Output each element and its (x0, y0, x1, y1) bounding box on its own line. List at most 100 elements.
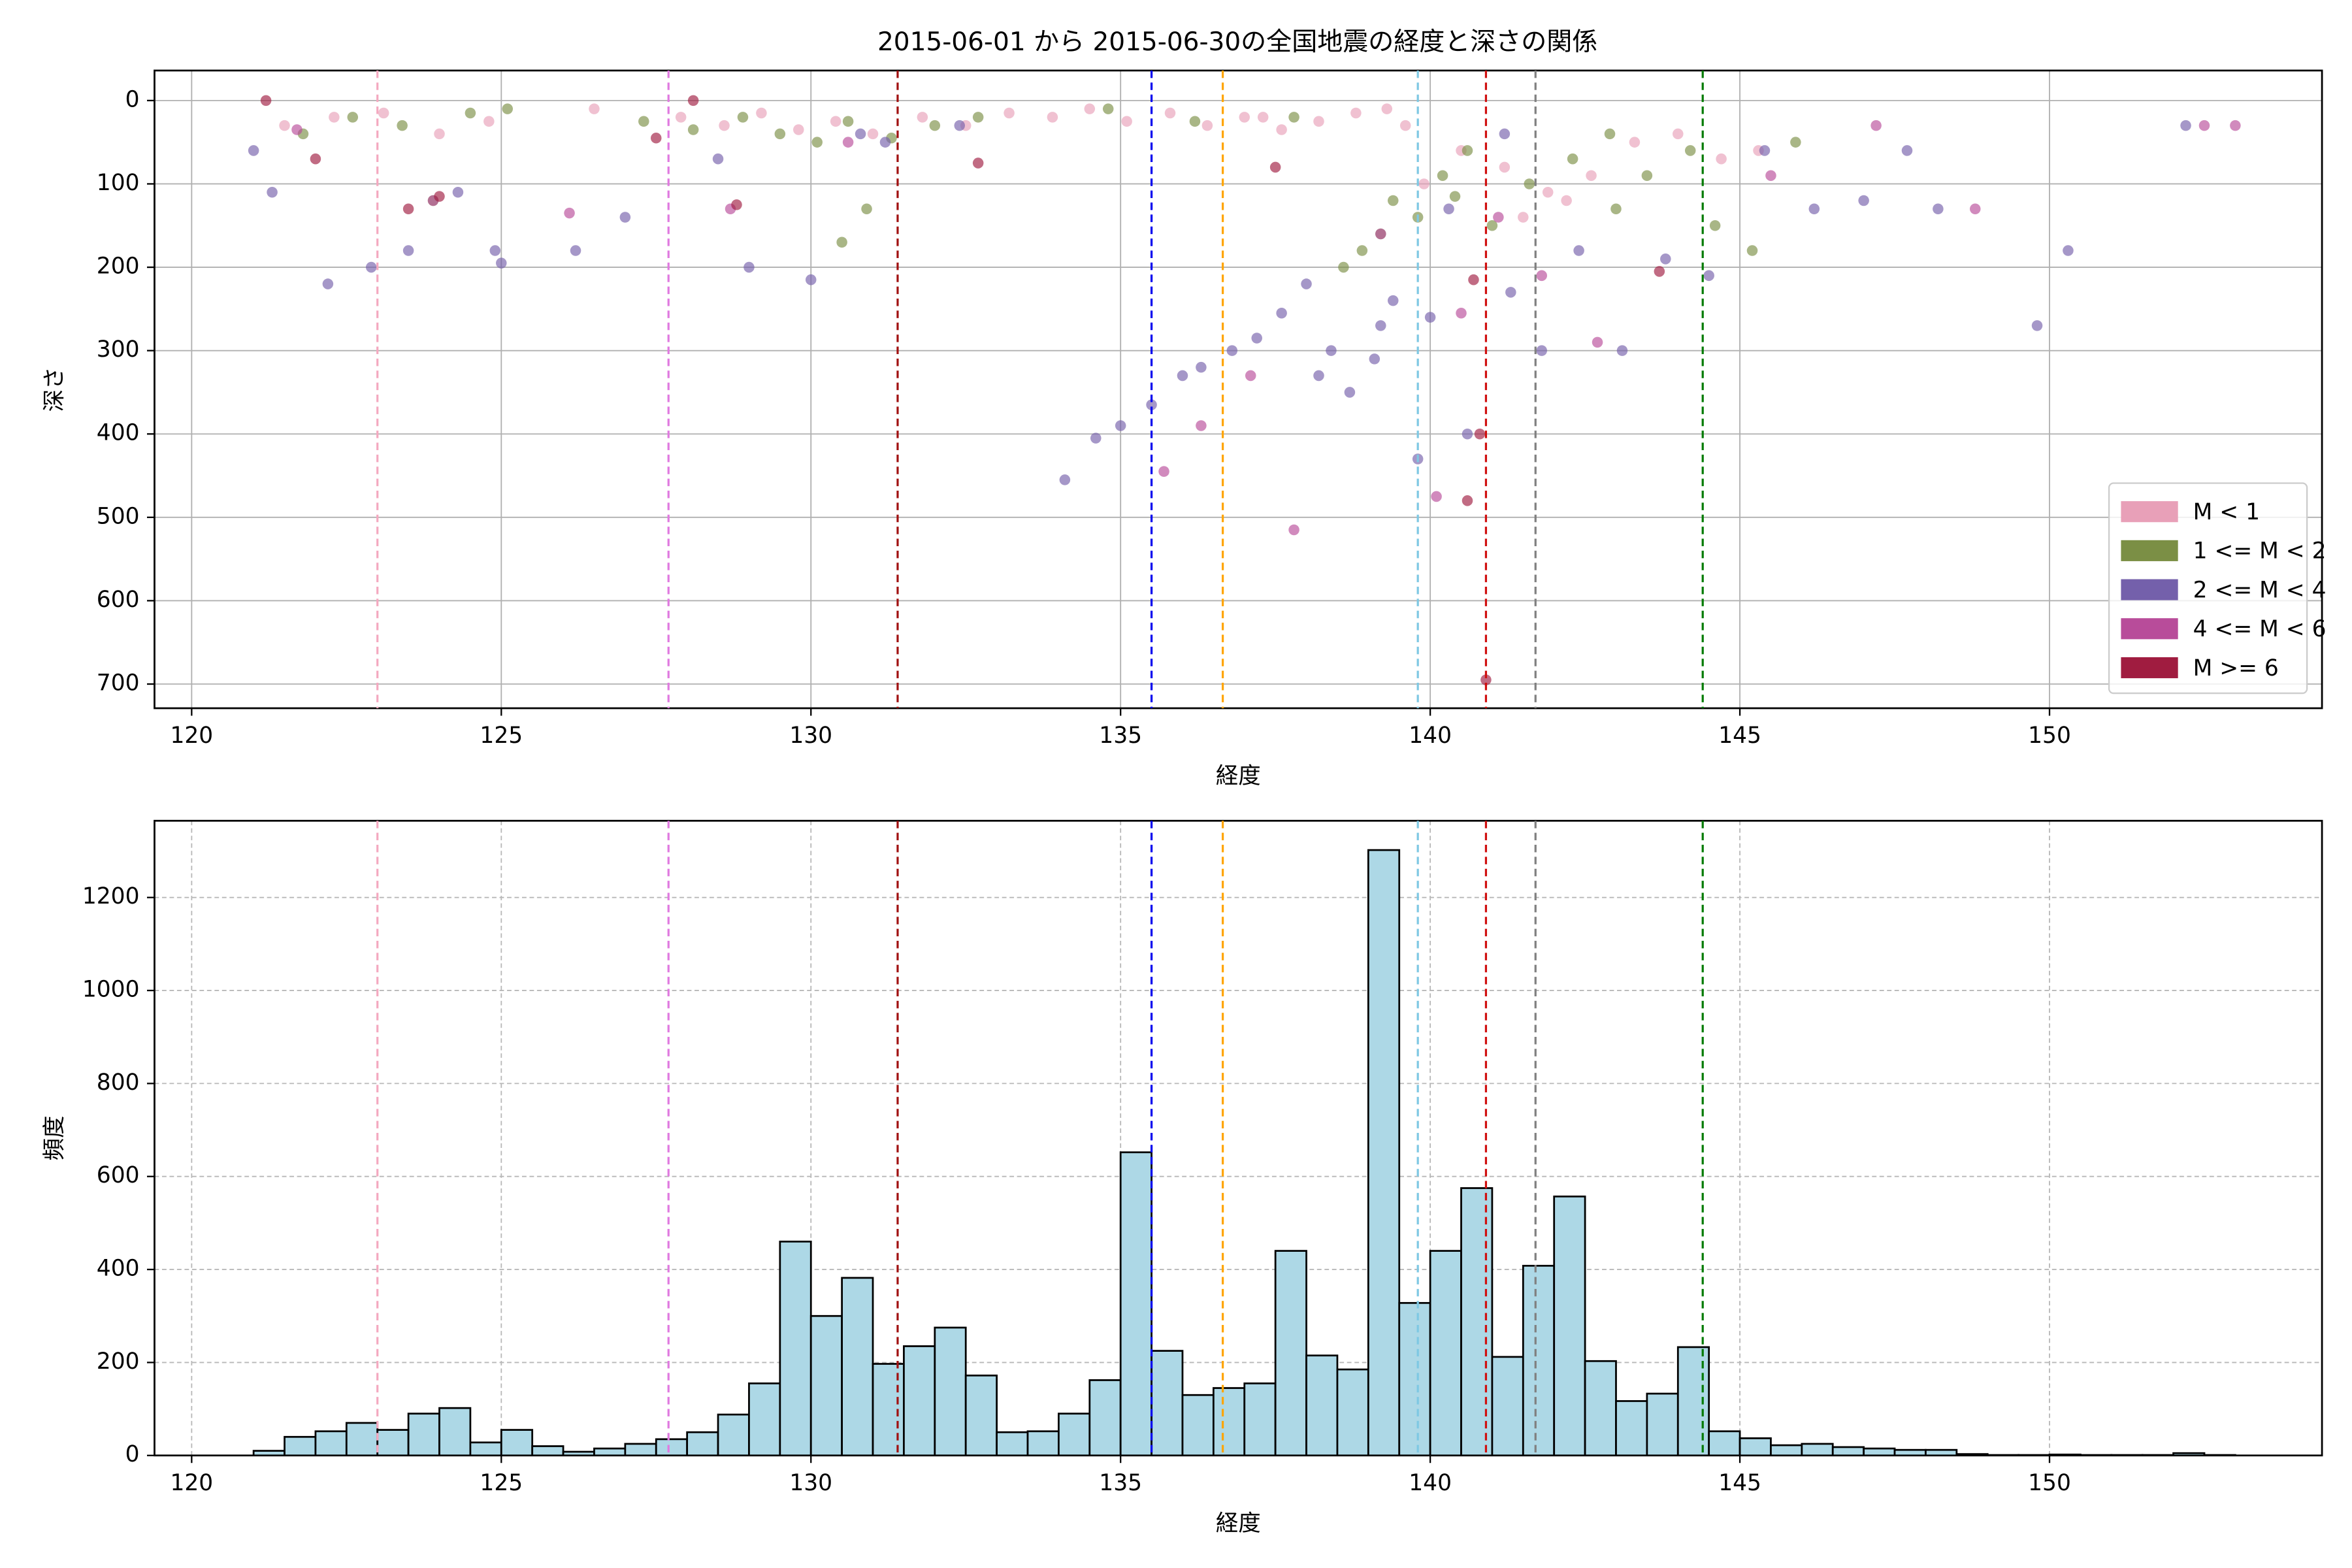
legend-box (2108, 482, 2308, 694)
scatter-point (489, 245, 501, 256)
scatter-point (1474, 428, 1486, 440)
scatter-point (1158, 466, 1169, 477)
histogram-bar (934, 1326, 967, 1456)
scatter-point (1660, 253, 1671, 265)
y-tick-label: 0 (125, 1441, 140, 1467)
histogram-bar (438, 1407, 472, 1456)
histogram-bar (809, 1315, 843, 1456)
chart-title: 2015-06-01 から 2015-06-30の全国地震の経度と深さの関係 (877, 27, 1597, 57)
scatter-point (774, 128, 786, 140)
scatter-point (1536, 345, 1548, 356)
scatter-point (1301, 278, 1312, 289)
histogram-bar (841, 1277, 874, 1456)
scatter-point (756, 107, 767, 119)
scatter-point (1313, 116, 1324, 127)
y-axis-label: 深さ (41, 367, 67, 412)
x-tick-label: 135 (1099, 1470, 1142, 1496)
legend-swatch (2121, 618, 2178, 640)
scatter-point (1499, 161, 1511, 173)
scatter-point (589, 103, 600, 114)
scatter-point (1338, 261, 1349, 273)
scatter-point (397, 120, 408, 131)
legend: M < 1 1 <= M < 2 2 <= M < 4 4 <= M < 6 M >= … (2108, 482, 2326, 694)
histogram-bar (1925, 1448, 1958, 1456)
scatter-point (867, 128, 879, 140)
histogram-bar (1955, 1453, 1989, 1456)
histogram-bar (1398, 1301, 1431, 1456)
histogram-bar (1584, 1360, 1617, 1456)
histogram-bar (531, 1445, 564, 1456)
scatter-point (712, 153, 724, 165)
scatter-point (434, 128, 445, 140)
histogram-bar (314, 1430, 348, 1456)
scatter-point (1493, 212, 1504, 223)
histogram-bar (2048, 1453, 2082, 1456)
scatter-point (2031, 320, 2043, 331)
scatter-point (1381, 103, 1393, 114)
scatter-point (638, 116, 649, 127)
scatter-point (1189, 116, 1201, 127)
scatter-point (1468, 274, 1479, 286)
scatter-point (496, 257, 507, 269)
scatter-point (1970, 203, 1981, 215)
scatter-point (1276, 124, 1287, 135)
histogram-bar (1801, 1443, 1834, 1456)
scatter-point (1257, 112, 1269, 123)
x-tick-label: 120 (170, 723, 213, 749)
scatter-point (1177, 370, 1188, 382)
y-tick-label: 200 (97, 253, 140, 280)
scatter-point (1808, 203, 1820, 215)
scatter-point (687, 95, 699, 106)
histogram-bar (2110, 1454, 2144, 1456)
histogram-bar (903, 1345, 936, 1456)
scatter-point (1375, 320, 1386, 331)
axes-frame (154, 819, 2323, 1457)
scatter-point (365, 261, 377, 273)
histogram-bar (1522, 1264, 1556, 1456)
scatter-point (1201, 120, 1213, 131)
histogram-bar (1088, 1379, 1122, 1456)
scatter-point (1313, 370, 1324, 382)
histogram-bar (748, 1382, 781, 1456)
scatter-point (830, 116, 841, 127)
scatter-point (1437, 170, 1448, 181)
scatter-point (1226, 345, 1238, 356)
scatter-point (1629, 137, 1641, 148)
scatter-point (452, 186, 464, 198)
scatter-point (1196, 420, 1207, 431)
scatter-point (929, 120, 941, 131)
histogram-bar (407, 1413, 440, 1456)
scatter-point (811, 137, 823, 148)
scatter-point (619, 212, 631, 223)
scatter-point (1356, 245, 1368, 256)
scatter-point (1276, 307, 1287, 319)
histogram-bar (1460, 1187, 1494, 1456)
scatter-point (861, 203, 872, 215)
scatter-point (1790, 137, 1801, 148)
scatter-point (564, 207, 575, 219)
legend-label: M < 1 (2193, 499, 2260, 525)
scatter-point (465, 107, 476, 119)
histogram-bar (1026, 1430, 1060, 1456)
scatter-point (434, 191, 445, 202)
scatter-point (1536, 270, 1548, 282)
histogram-bar (1212, 1387, 1246, 1456)
y-tick-label: 400 (97, 420, 140, 446)
scatter-point (675, 112, 687, 123)
y-tick-label: 400 (97, 1256, 140, 1282)
scatter-point (402, 203, 414, 215)
scatter-point (1326, 345, 1337, 356)
scatter-point (248, 145, 259, 156)
scatter-point (1004, 107, 1015, 119)
histogram-bar (1708, 1430, 1741, 1456)
scatter-point (954, 120, 965, 131)
histogram-bar (1367, 849, 1401, 1456)
histogram-bar (1676, 1346, 1710, 1456)
legend-swatch (2121, 540, 2178, 561)
scatter-point (1654, 266, 1665, 277)
scatter-point (805, 274, 817, 286)
scatter-point (1870, 120, 1882, 131)
scatter-point (1573, 245, 1584, 256)
scatter-point (279, 120, 290, 131)
